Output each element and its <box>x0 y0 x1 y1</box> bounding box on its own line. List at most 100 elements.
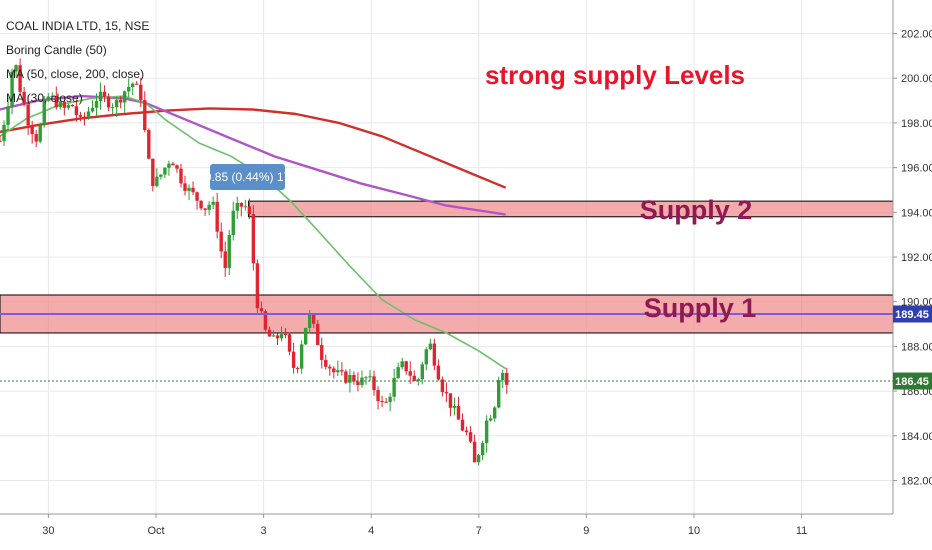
candle-body <box>348 374 352 383</box>
time-tick-label: 30 <box>42 525 54 537</box>
candle-body <box>501 372 505 381</box>
candle-body <box>275 335 280 339</box>
candle-body <box>151 158 155 187</box>
candle-body <box>316 323 320 345</box>
candle-body <box>126 87 131 92</box>
candle-body <box>396 367 400 379</box>
candle-body <box>336 370 340 373</box>
candle-body <box>114 99 119 108</box>
level-price-value: 189.45 <box>895 309 929 321</box>
zone-label-supply-1: Supply 1 <box>644 293 757 323</box>
candle-body <box>215 201 219 232</box>
candle-body <box>372 376 376 391</box>
candle-body <box>10 71 14 107</box>
candle-body <box>352 374 356 382</box>
candle-body <box>143 100 147 131</box>
candle-body <box>368 376 372 378</box>
candle-body <box>420 364 424 380</box>
candle-body <box>484 420 489 444</box>
candle-body <box>287 334 292 352</box>
candle-body <box>2 124 6 141</box>
candle-body <box>444 392 449 394</box>
candle-body <box>46 96 50 101</box>
candle-body <box>70 105 75 107</box>
candle-body <box>460 419 465 431</box>
symbol-title: COAL INDIA LTD, 15, NSE <box>6 19 149 33</box>
annotation-title: strong supply Levels <box>485 60 745 90</box>
time-axis[interactable]: 30 Oct 3 4 7 9 10 11 <box>42 514 807 537</box>
candle-body <box>0 140 2 142</box>
indicator-boring-candle[interactable]: Boring Candle (50) <box>6 43 107 57</box>
candle-body <box>211 201 215 205</box>
candle-body <box>135 83 139 85</box>
candle-body <box>364 377 368 379</box>
candle-body <box>267 329 272 337</box>
candle-body <box>175 165 179 169</box>
candle-body <box>328 366 332 369</box>
candle-body <box>476 455 481 463</box>
candle-body <box>380 401 384 403</box>
candle-body <box>436 365 441 380</box>
candle-body <box>159 174 163 177</box>
candle-body <box>279 334 284 339</box>
candle-body <box>384 401 388 403</box>
candle-body <box>440 379 445 393</box>
candlesticks <box>0 58 509 466</box>
candle-body <box>243 206 248 208</box>
candle-body <box>456 406 461 420</box>
time-tick-label: 10 <box>688 525 700 537</box>
last-price-value: 186.45 <box>895 376 929 388</box>
candle-body <box>376 390 380 402</box>
candle-body <box>90 107 95 112</box>
candle-body <box>58 101 63 108</box>
candle-body <box>163 167 167 175</box>
candle-body <box>344 371 348 383</box>
candle-body <box>38 125 42 142</box>
candle-body <box>340 370 344 372</box>
candle-body <box>488 418 493 421</box>
candle-body <box>118 99 123 103</box>
candle-body <box>131 83 135 88</box>
candle-body <box>271 335 276 337</box>
candle-body <box>400 361 404 368</box>
price-tick-label: 192.00 <box>901 252 932 264</box>
candle-body <box>139 84 143 101</box>
candle-body <box>412 375 416 381</box>
candle-body <box>50 95 54 97</box>
price-tick-label: 182.00 <box>901 475 932 487</box>
candle-body <box>110 107 115 109</box>
candle-body <box>74 106 79 116</box>
candle-body <box>122 91 127 103</box>
candle-body <box>251 214 256 264</box>
price-tick-label: 194.00 <box>901 207 932 219</box>
candle-body <box>247 206 252 215</box>
candle-body <box>404 361 408 372</box>
candle-body <box>480 443 485 456</box>
candle-body <box>303 328 308 345</box>
last-price-tag: 186.45 <box>893 372 932 390</box>
candle-body <box>320 344 324 360</box>
candle-body <box>26 104 30 126</box>
candle-body <box>82 116 87 118</box>
ma-50-line <box>0 94 506 216</box>
price-tick-label: 202.00 <box>901 29 932 41</box>
candle-body <box>207 204 211 210</box>
candle-body <box>86 111 91 118</box>
candle-body <box>102 91 107 97</box>
candle-body <box>235 203 239 211</box>
candle-body <box>497 380 501 408</box>
time-tick-label: 9 <box>583 525 589 537</box>
candle-body <box>155 176 159 187</box>
time-tick-label: 11 <box>796 525 807 537</box>
indicator-ma-30[interactable]: MA (30, close) <box>6 91 83 105</box>
candle-body <box>106 96 111 108</box>
price-tick-label: 198.00 <box>901 118 932 130</box>
candle-body <box>472 441 477 463</box>
price-tick-label: 188.00 <box>901 341 932 353</box>
candle-body <box>416 379 420 381</box>
candle-body <box>388 396 392 403</box>
indicator-ma-50-200[interactable]: MA (50, close, 200, close) <box>6 67 144 81</box>
candle-body <box>227 235 231 268</box>
candle-body <box>18 65 22 92</box>
